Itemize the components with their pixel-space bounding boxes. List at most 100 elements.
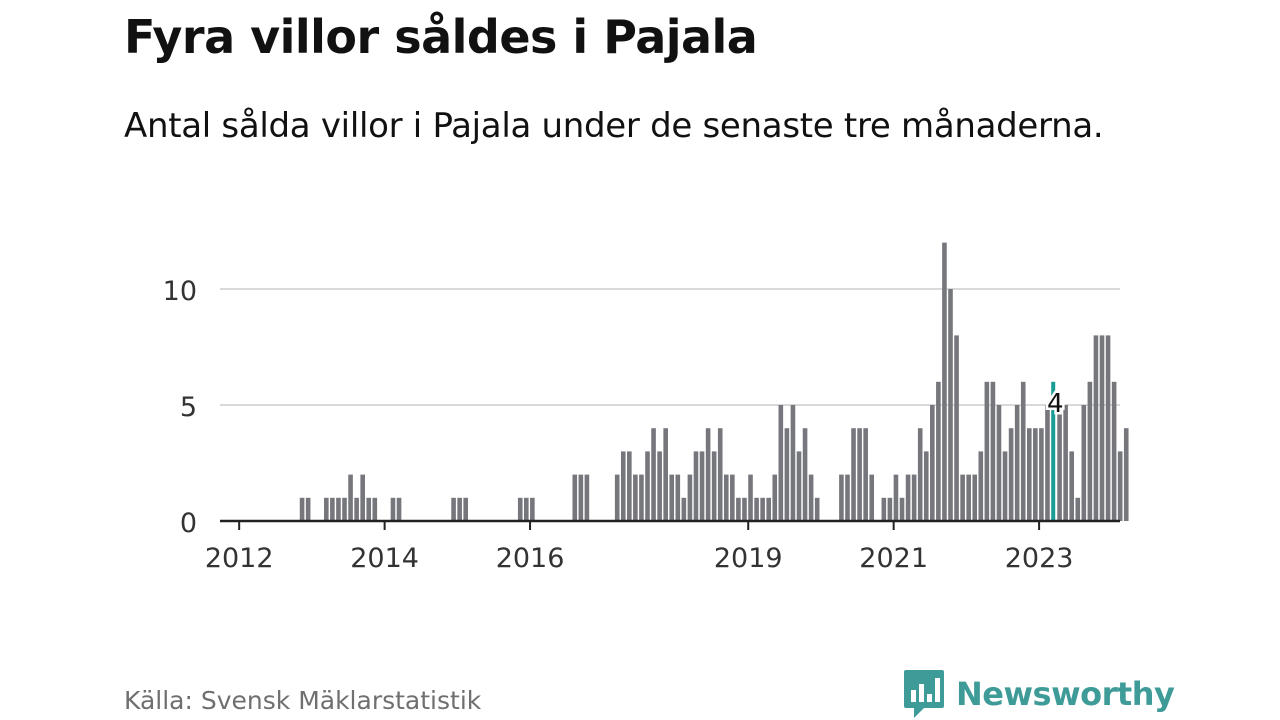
bar xyxy=(348,474,353,521)
x-tick-label: 2014 xyxy=(350,543,419,574)
bar xyxy=(936,381,941,521)
bar xyxy=(948,289,953,521)
x-tick-label: 2023 xyxy=(1005,543,1074,574)
x-tick-label: 2019 xyxy=(714,543,783,574)
x-tick-label: 2012 xyxy=(205,543,274,574)
bar xyxy=(354,497,359,521)
y-axis-ticks: 0 5 10 xyxy=(163,276,197,539)
bar xyxy=(930,405,935,521)
bar xyxy=(330,497,335,521)
bar xyxy=(1069,451,1074,521)
bar xyxy=(905,474,911,521)
bar xyxy=(1020,381,1026,521)
chart-subtitle: Antal sålda villor i Pajala under de sen… xyxy=(124,106,1104,146)
bar xyxy=(396,497,402,521)
bar xyxy=(336,497,341,521)
bar xyxy=(851,428,856,521)
bar xyxy=(1045,405,1050,521)
bar xyxy=(1123,428,1129,521)
annotations: 4 xyxy=(1044,387,1066,422)
bar xyxy=(802,428,808,521)
y-tick-label: 10 xyxy=(163,276,197,307)
bar xyxy=(790,405,796,521)
bar xyxy=(305,497,311,521)
bar xyxy=(1039,428,1044,521)
bar xyxy=(675,474,681,521)
bar xyxy=(754,497,759,521)
bar xyxy=(1002,451,1008,521)
bar xyxy=(699,451,705,521)
bar-chart: 0 5 10 2012 2014 2016 2019 2021 2023 4 xyxy=(163,242,1129,574)
bar xyxy=(1087,381,1093,521)
bar xyxy=(899,497,905,521)
bar xyxy=(1081,405,1087,521)
bar xyxy=(372,497,378,521)
bar xyxy=(681,497,687,521)
bar-highlight xyxy=(1051,381,1056,521)
bar xyxy=(984,381,990,521)
bar xyxy=(960,474,965,521)
bar xyxy=(742,497,747,521)
bar xyxy=(463,497,468,521)
brand-name: Newsworthy xyxy=(956,675,1175,713)
bar xyxy=(796,451,802,521)
bar xyxy=(517,497,523,521)
bar xyxy=(966,474,971,521)
bar xyxy=(614,474,620,521)
bar xyxy=(1008,428,1014,521)
bar xyxy=(736,497,741,521)
bar xyxy=(627,451,632,521)
bar xyxy=(808,474,814,521)
bar xyxy=(863,428,868,521)
bar xyxy=(693,451,699,521)
bar xyxy=(996,405,1002,521)
bar xyxy=(869,474,875,521)
bar xyxy=(705,428,711,521)
bar xyxy=(1117,451,1123,521)
bar xyxy=(857,428,862,521)
newsworthy-chart-bubble-icon xyxy=(904,670,944,718)
bar xyxy=(845,474,850,521)
y-tick-label: 0 xyxy=(180,508,197,539)
bar xyxy=(990,381,996,521)
bar xyxy=(1033,428,1038,521)
bar xyxy=(645,451,650,521)
bar xyxy=(1057,405,1062,521)
brand-logo: Newsworthy xyxy=(902,668,1175,720)
x-tick-label: 2016 xyxy=(496,543,565,574)
bar xyxy=(881,497,887,521)
bar xyxy=(887,497,893,521)
bar xyxy=(620,451,626,521)
bar xyxy=(1093,335,1099,521)
bar xyxy=(651,428,656,521)
bar xyxy=(1063,405,1068,521)
bar xyxy=(911,474,917,521)
bar xyxy=(572,474,578,521)
bar xyxy=(390,497,396,521)
bar xyxy=(1075,497,1081,521)
bar xyxy=(457,497,462,521)
bar xyxy=(923,451,929,521)
bar xyxy=(524,497,529,521)
bar xyxy=(1111,381,1117,521)
bar xyxy=(748,474,753,521)
bar xyxy=(917,428,923,521)
bar xyxy=(657,451,662,521)
bar xyxy=(669,474,675,521)
bar xyxy=(342,497,347,521)
gridlines xyxy=(220,288,1120,406)
bar xyxy=(978,451,984,521)
bar xyxy=(760,497,765,521)
x-axis-ticks: 2012 2014 2016 2019 2021 2023 xyxy=(205,521,1074,574)
bar xyxy=(972,474,978,521)
bar xyxy=(839,474,844,521)
bar xyxy=(366,497,372,521)
bar xyxy=(584,474,590,521)
bar xyxy=(1105,335,1111,521)
bar xyxy=(942,242,947,521)
bar xyxy=(778,405,784,521)
bar xyxy=(1099,335,1105,521)
chart-title: Fyra villor såldes i Pajala xyxy=(124,10,758,64)
y-tick-label: 5 xyxy=(180,392,197,423)
bar xyxy=(893,474,899,521)
